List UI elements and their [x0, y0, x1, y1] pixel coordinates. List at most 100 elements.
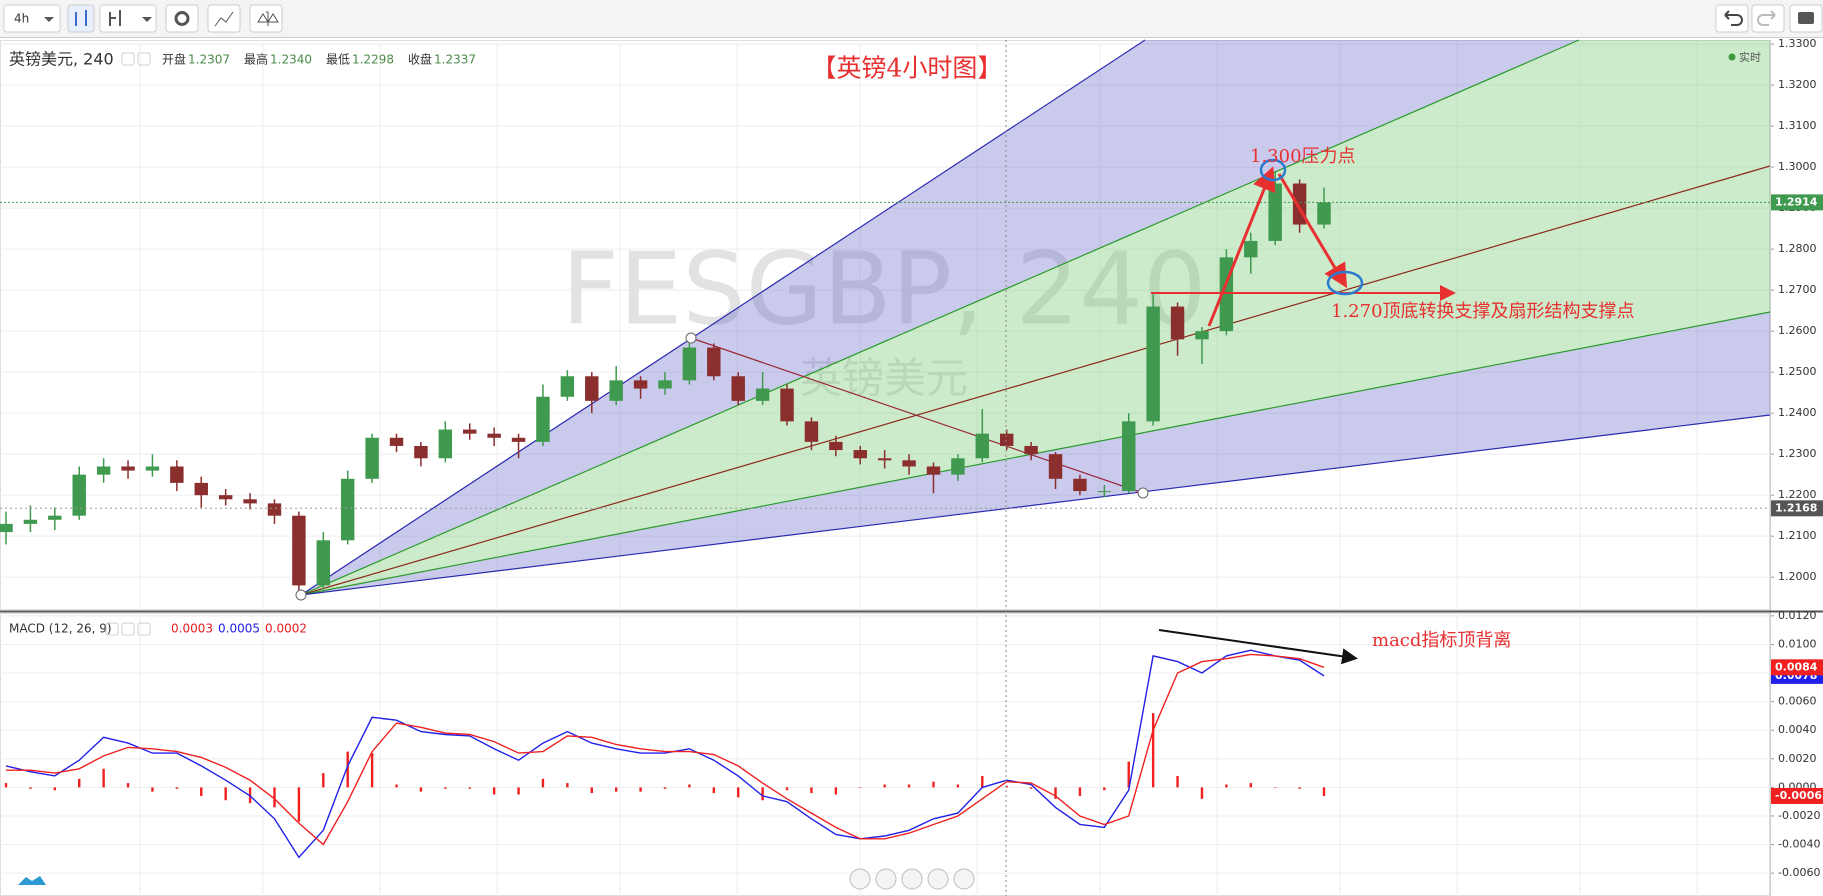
price-tag [1771, 659, 1823, 676]
histogram-bar [712, 787, 716, 794]
annotation-arrow [1277, 173, 1348, 289]
histogram-bar [370, 753, 374, 788]
eye-icon[interactable] [105, 622, 119, 636]
histogram-bar [102, 768, 105, 788]
indicator-icon [109, 10, 121, 26]
candle-body [902, 460, 916, 467]
logo [18, 876, 46, 885]
candle-body [121, 466, 135, 471]
candle-body [877, 458, 892, 461]
symbol-title: 英镑美元, 240 [9, 50, 114, 69]
candle-body [267, 503, 282, 516]
candle-body [194, 482, 208, 496]
zoom-out[interactable] [875, 868, 897, 890]
candle-body [682, 347, 697, 381]
candle-body [1122, 421, 1136, 492]
price-tag [1771, 787, 1823, 804]
candle-body [316, 540, 331, 586]
undo-button[interactable] [1715, 4, 1749, 33]
y-tick-label: 1.2100 [1778, 529, 1817, 542]
candle-body [365, 437, 379, 479]
histogram-bar [151, 787, 154, 792]
settings-button[interactable] [165, 4, 199, 33]
interval-select[interactable] [3, 4, 61, 33]
scroll-right[interactable] [953, 868, 975, 890]
y-tick-label: 1.3100 [1778, 119, 1817, 132]
studies-icon [214, 11, 234, 27]
histogram-bar [78, 778, 81, 788]
close-icon[interactable] [137, 622, 151, 636]
candle-style-button[interactable] [67, 4, 95, 33]
settings-icon[interactable] [137, 52, 151, 66]
trend-line [690, 337, 1144, 494]
y-tick-label: 0.0100 [1778, 637, 1817, 650]
candle-body [1170, 306, 1185, 340]
candle-body [145, 466, 160, 471]
candle-body [243, 499, 257, 504]
histogram-bar [1005, 785, 1008, 788]
histogram-bar [541, 778, 545, 788]
fan-zone [301, 40, 1770, 595]
indicator-button[interactable] [99, 4, 157, 33]
histogram-bar [126, 783, 130, 788]
annotation-arrow [1158, 629, 1358, 665]
price-tag [1771, 194, 1823, 211]
candle-body [853, 450, 867, 459]
y-tick-label: 1.2800 [1778, 242, 1817, 255]
toolbar [0, 0, 1823, 37]
macd-title: MACD (12, 26, 9) [9, 622, 112, 636]
fan-line [300, 39, 1146, 596]
y-tick-label: 1.2700 [1778, 283, 1817, 296]
scroll-left[interactable] [849, 868, 871, 890]
reset[interactable] [901, 868, 923, 890]
histogram-bar [639, 787, 642, 792]
chart-heading: 【英镑4小时图】 [812, 54, 1003, 83]
candle-body [340, 478, 355, 541]
histogram-bar [517, 787, 520, 795]
studies-button[interactable] [207, 4, 241, 33]
eye-icon[interactable] [121, 52, 135, 66]
histogram-bar [53, 787, 57, 791]
histogram-bar [1127, 761, 1130, 788]
histogram-bar [1298, 787, 1301, 789]
candle-body [975, 433, 990, 459]
histogram-bar [200, 787, 203, 796]
histogram-bar [1249, 783, 1252, 788]
histogram-bar [614, 787, 618, 792]
candle-body [1073, 478, 1087, 492]
redo-button[interactable] [1751, 4, 1785, 33]
candle-body [804, 421, 819, 442]
candle-body [170, 466, 184, 483]
candle-body [96, 466, 111, 475]
annotation-arrow [1207, 166, 1276, 327]
anchor-point[interactable] [295, 589, 307, 601]
candle-body [438, 429, 453, 459]
candle-body [72, 474, 86, 516]
histogram-bar [1103, 787, 1106, 791]
annotation-circle [1326, 270, 1364, 296]
histogram-bar [1322, 787, 1326, 796]
fan-line [300, 414, 1771, 596]
macd-pane [0, 613, 1770, 896]
candle-body [755, 388, 770, 401]
candle-body [1048, 454, 1063, 479]
zoom-controls [849, 868, 975, 890]
ohlc-label: 收盘 [408, 52, 432, 67]
candle-body [1195, 331, 1209, 340]
realtime-label: 实时 [1739, 50, 1761, 64]
settings-icon[interactable] [121, 622, 135, 636]
candle-body [463, 429, 477, 434]
histogram-bar [1225, 784, 1228, 788]
anchor-point[interactable] [1137, 487, 1149, 499]
candle-body [414, 445, 428, 459]
anchor-point[interactable] [685, 332, 697, 344]
resistance-note: 1.300压力点 [1250, 146, 1356, 167]
candle-body [389, 437, 404, 446]
histogram-bar [1200, 787, 1204, 799]
compare-icon [257, 11, 279, 26]
indicator-caret [142, 17, 152, 22]
y-tick-label: 1.2400 [1778, 406, 1817, 419]
y-tick-label: 1.2200 [1778, 488, 1817, 501]
zoom-in[interactable] [927, 868, 949, 890]
